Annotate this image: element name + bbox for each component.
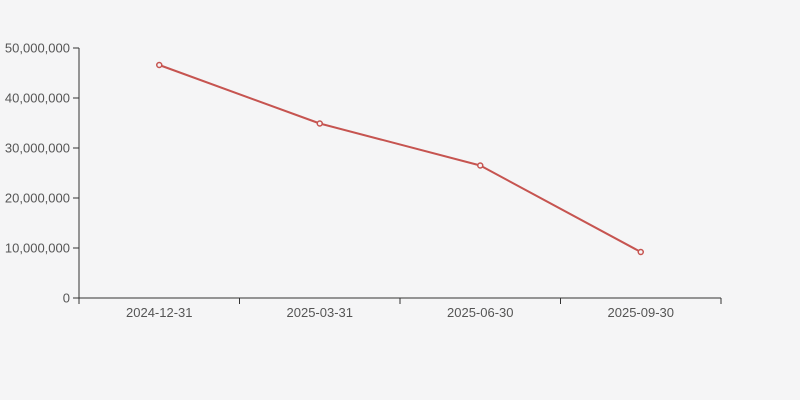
y-axis-tick-label: 50,000,000 [5,41,70,56]
y-axis-tick-label: 0 [63,291,70,306]
data-point-marker[interactable] [316,120,323,127]
y-axis-tick-label: 20,000,000 [5,191,70,206]
y-axis-tick-label: 30,000,000 [5,141,70,156]
data-point-marker[interactable] [477,162,484,169]
x-axis-tick-label: 2025-09-30 [608,305,675,320]
y-axis-tick-label: 10,000,000 [5,241,70,256]
data-point-marker[interactable] [156,61,163,69]
series-line [158,64,642,253]
x-axis-tick-label: 2024-12-31 [126,305,193,320]
x-axis-tick-label: 2025-03-31 [287,305,354,320]
data-point-marker[interactable] [637,248,644,256]
x-axis-tick-label: 2025-06-30 [447,305,514,320]
y-axis-tick-label: 40,000,000 [5,91,70,106]
